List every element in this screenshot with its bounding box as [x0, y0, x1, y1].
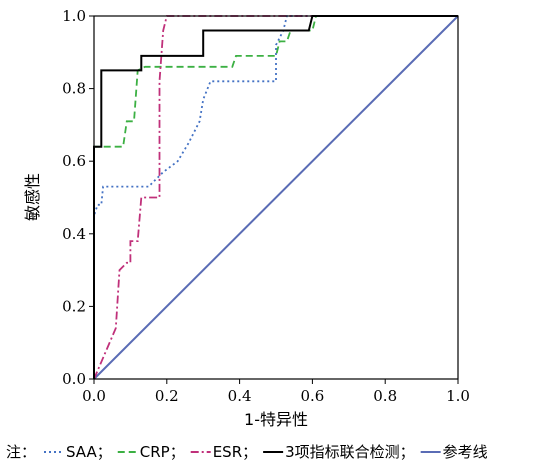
y-tick-label-5: 1.0 [62, 7, 86, 25]
y-axis-title: 敏感性 [23, 173, 42, 221]
x-tick-label-1: 0.2 [155, 387, 179, 405]
y-tick-label-3: 0.6 [62, 152, 86, 170]
x-tick-label-0: 0.0 [82, 387, 106, 405]
plot-area [93, 15, 459, 380]
legend: 注： SAA； CRP； ESR； 3项指标联合检测； 参考线 [6, 443, 488, 461]
series-line-3 [93, 15, 458, 379]
x-tick-label-5: 1.0 [446, 387, 470, 405]
y-tick-label-4: 0.8 [62, 80, 86, 98]
series-line-2 [93, 15, 458, 380]
legend-label-1: CRP； [140, 443, 185, 461]
legend-label-2: ESR； [213, 443, 257, 461]
legend-label-0: SAA； [66, 443, 112, 461]
y-tick-label-0: 0.0 [62, 370, 86, 388]
y-tick-label-2: 0.4 [62, 225, 86, 243]
x-tick-label-4: 0.8 [373, 387, 397, 405]
series-line-4 [93, 15, 459, 380]
x-tick-label-3: 0.6 [300, 387, 324, 405]
x-tick-label-2: 0.4 [228, 387, 252, 405]
x-axis-title: 1-特异性 [244, 410, 308, 429]
legend-label-3: 3项指标联合检测； [285, 443, 415, 461]
legend-label-4: 参考线 [443, 443, 488, 461]
legend-prefix: 注： [6, 443, 36, 461]
y-tick-label-1: 0.2 [62, 297, 86, 315]
plot-frame [93, 15, 459, 380]
axes: 0.0 0.2 0.4 0.6 0.8 1.0 0.0 0.2 0.4 0.6 0.8 1.0 [62, 7, 470, 405]
